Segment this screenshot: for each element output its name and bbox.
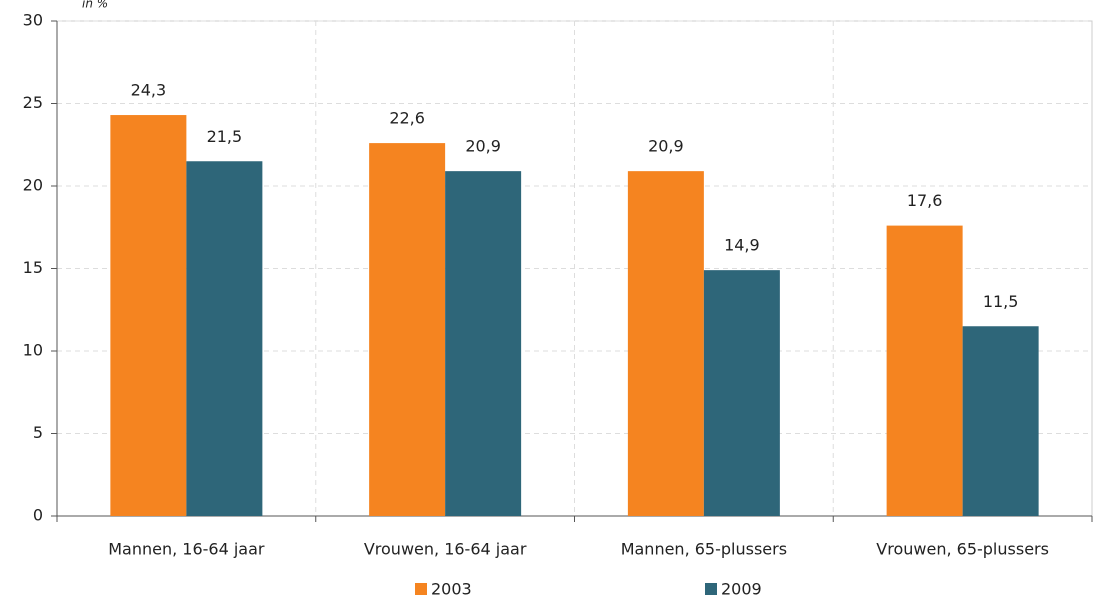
bar: [627, 171, 704, 516]
value-label: 24,3: [131, 81, 167, 100]
y-tick-label: 15: [23, 258, 43, 277]
value-label: 11,5: [983, 292, 1019, 311]
y-tick-label: 20: [23, 176, 43, 195]
y-axis-label: in %: [82, 0, 108, 11]
bar: [886, 225, 963, 516]
y-tick-label: 25: [23, 93, 43, 112]
bar: [186, 161, 263, 516]
legend-label: 2003: [431, 580, 472, 599]
y-tick-label: 10: [23, 341, 43, 360]
x-tick-label: Mannen, 16-64 jaar: [108, 540, 265, 559]
value-label: 14,9: [724, 236, 760, 255]
value-label: 22,6: [389, 109, 425, 128]
y-tick-label: 30: [23, 11, 43, 30]
legend-swatch: [705, 583, 717, 595]
x-tick-label: Vrouwen, 16-64 jaar: [364, 540, 527, 559]
x-tick-label: Mannen, 65-plussers: [621, 540, 787, 559]
bar: [369, 143, 446, 516]
y-tick-label: 0: [33, 506, 43, 525]
bar: [962, 326, 1039, 516]
value-label: 17,6: [907, 191, 943, 210]
value-label: 20,9: [648, 137, 684, 156]
bar: [110, 115, 187, 517]
value-label: 20,9: [465, 137, 501, 156]
bar: [445, 171, 522, 516]
value-label: 21,5: [207, 127, 243, 146]
bar: [703, 270, 780, 516]
x-tick-label: Vrouwen, 65-plussers: [876, 540, 1049, 559]
legend-label: 2009: [721, 580, 762, 599]
y-tick-label: 5: [33, 423, 43, 442]
legend-swatch: [415, 583, 427, 595]
